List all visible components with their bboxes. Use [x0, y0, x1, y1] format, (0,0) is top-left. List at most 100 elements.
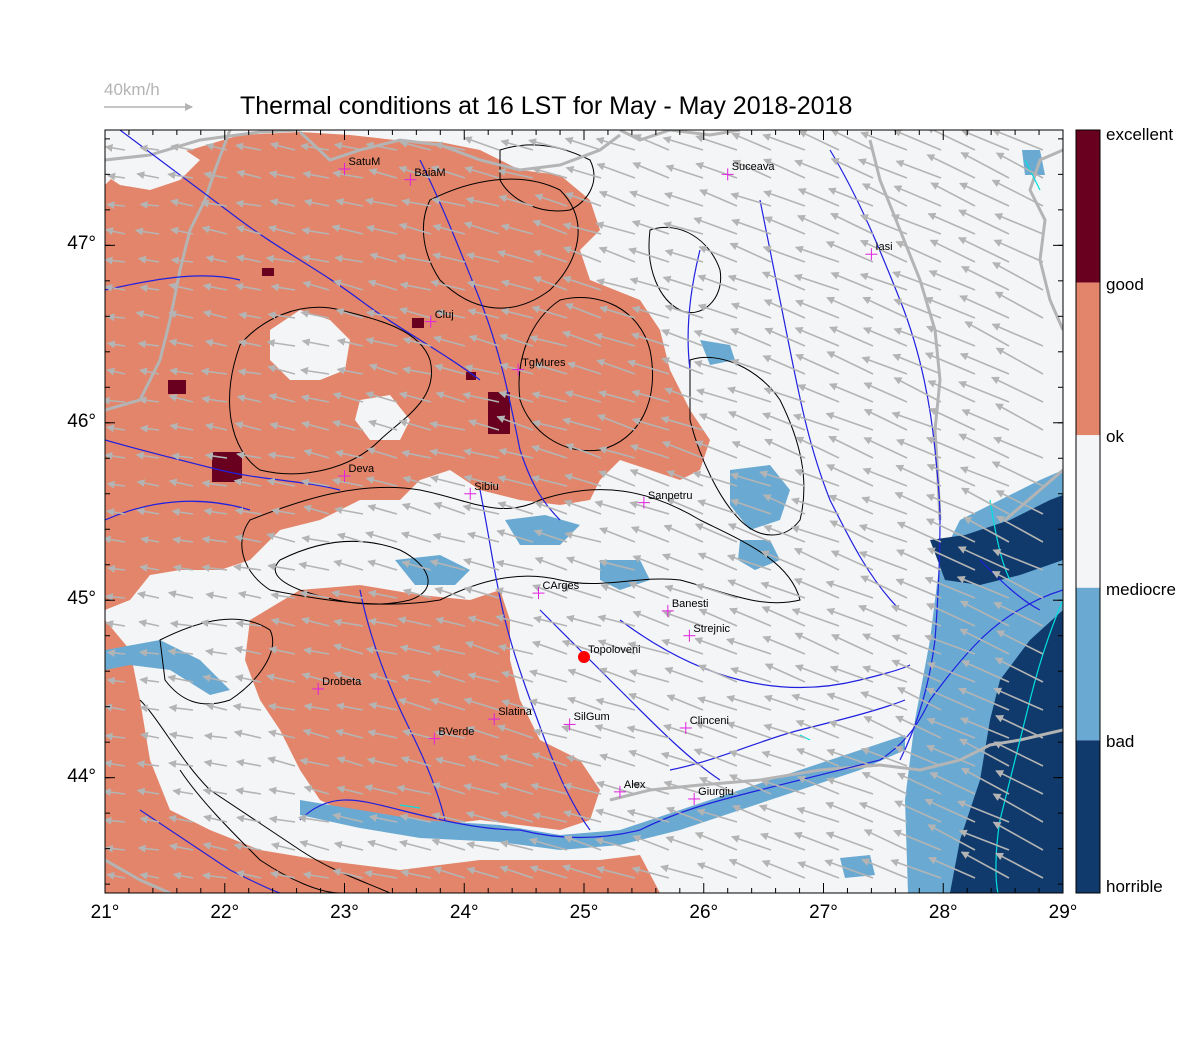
- wind-arrow: [334, 506, 364, 515]
- wind-arrow: [139, 424, 160, 433]
- wind-arrow: [797, 861, 840, 879]
- wind-arrow: [632, 610, 670, 627]
- wind-arrow: [924, 296, 976, 319]
- wind-arrow: [598, 667, 636, 683]
- wind-arrow: [956, 575, 1010, 599]
- wind-arrow: [830, 158, 874, 179]
- wind-arrow: [861, 496, 908, 515]
- wind-arrow: [266, 477, 296, 487]
- wind-arrow: [926, 603, 976, 627]
- wind-arrow: [106, 201, 126, 210]
- wind-arrow: [303, 198, 330, 207]
- wind-arrow: [365, 530, 398, 543]
- wind-arrow: [398, 391, 432, 403]
- wind-arrow: [598, 190, 636, 207]
- wind-arrow: [105, 816, 126, 825]
- wind-arrow: [170, 226, 194, 235]
- wind-arrow: [270, 842, 296, 851]
- wind-arrow: [726, 637, 772, 655]
- wind-arrow: [863, 408, 908, 431]
- wind-arrow: [168, 393, 194, 403]
- wind-arrow: [563, 782, 602, 795]
- wind-arrow: [730, 328, 772, 347]
- wind-arrow: [729, 607, 772, 627]
- wind-arrow: [790, 497, 840, 515]
- wind-arrow: [826, 464, 874, 487]
- wind-arrow: [830, 550, 874, 571]
- wind-arrow: [730, 498, 772, 515]
- wind-arrow: [136, 479, 160, 487]
- wind-arrow: [169, 422, 194, 431]
- wind-arrow: [303, 785, 330, 795]
- city-label: Drobeta: [322, 675, 362, 688]
- wind-arrow: [201, 225, 228, 235]
- wind-arrow: [995, 490, 1044, 515]
- wind-arrow: [172, 564, 194, 573]
- wind-arrow: [235, 142, 262, 151]
- wind-arrow: [203, 507, 228, 516]
- wind-arrow: [269, 421, 296, 431]
- wind-arrow: [762, 494, 806, 515]
- wind-arrow: [496, 529, 534, 543]
- wind-arrow: [731, 218, 772, 235]
- wind-arrow: [234, 507, 262, 516]
- wind-arrow: [959, 466, 1010, 487]
- wind-arrow: [136, 507, 160, 516]
- wind-arrow: [529, 865, 568, 879]
- city-label: Alex: [623, 778, 646, 791]
- wind-arrow: [365, 476, 398, 487]
- wind-arrow: [996, 630, 1044, 655]
- wind-arrow: [397, 697, 432, 711]
- wind-arrow: [564, 473, 602, 487]
- wind-arrow: [665, 164, 704, 179]
- wind-arrow: [727, 386, 772, 403]
- y-tick-label: 44°: [67, 765, 96, 787]
- wind-arrow: [431, 670, 466, 683]
- wind-arrow: [760, 778, 806, 795]
- colorbar-band: [1076, 587, 1100, 741]
- bad-region-mountains-4: [730, 465, 790, 530]
- x-tick-label: 21°: [90, 902, 120, 923]
- wind-arrow: [562, 275, 602, 291]
- wind-arrow: [762, 635, 806, 655]
- wind-arrow: [431, 196, 466, 207]
- wind-arrow: [465, 810, 500, 823]
- wind-arrow: [826, 748, 874, 767]
- wind-arrow: [628, 669, 670, 683]
- wind-arrow: [528, 669, 568, 683]
- wind-arrow: [959, 628, 1010, 655]
- wind-arrow: [995, 347, 1044, 375]
- wind-arrow: [201, 479, 228, 488]
- wind-arrow: [497, 475, 534, 487]
- wind-arrow: [631, 220, 670, 235]
- wind-arrow: [961, 660, 1010, 683]
- wind-arrow: [303, 702, 330, 711]
- wind-arrow: [467, 672, 500, 683]
- wind-arrow: [959, 717, 1010, 739]
- wind-arrow: [302, 280, 330, 291]
- wind-arrow: [861, 858, 908, 879]
- wind-arrow: [798, 130, 840, 151]
- wind-arrow: [630, 332, 670, 347]
- wind-arrow: [335, 728, 364, 739]
- wind-arrow: [299, 757, 330, 767]
- wind-arrow: [497, 643, 534, 655]
- city-markers: [312, 163, 878, 805]
- wind-arrow: [790, 525, 840, 543]
- wind-arrow: [890, 858, 942, 879]
- wind-arrow: [730, 666, 772, 683]
- wind-arrow: [533, 529, 568, 543]
- wind-arrow: [763, 190, 806, 207]
- wind-arrow: [859, 272, 908, 291]
- wind-arrow: [697, 552, 738, 571]
- bad-region-mountains-6: [700, 340, 735, 365]
- wind-arrow: [600, 583, 636, 599]
- wind-arrow: [106, 508, 126, 517]
- wind-arrow: [991, 179, 1044, 207]
- wind-arrow: [959, 738, 1010, 767]
- wind-arrow: [792, 413, 840, 431]
- wind-arrow: [499, 754, 534, 767]
- wind-arrow: [201, 395, 228, 404]
- wind-arrow: [958, 829, 1010, 851]
- wind-arrow: [534, 193, 568, 207]
